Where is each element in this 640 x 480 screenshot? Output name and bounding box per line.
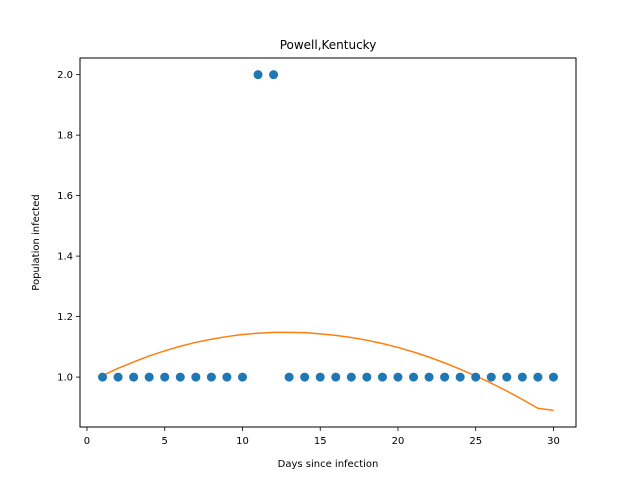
x-tick-label: 10 (236, 436, 249, 447)
data-point (471, 372, 481, 382)
data-point (284, 372, 294, 382)
data-point (548, 372, 558, 382)
data-point (144, 372, 154, 382)
data-point (517, 372, 527, 382)
x-tick-label: 30 (547, 436, 560, 447)
y-tick-label: 1.6 (57, 191, 73, 202)
data-point (393, 372, 403, 382)
y-tick-label: 1.2 (57, 312, 73, 323)
y-tick-label: 1.0 (57, 373, 73, 384)
data-point (409, 372, 419, 382)
plot-area (98, 70, 558, 412)
data-point (206, 372, 216, 382)
data-point (237, 372, 247, 382)
data-point (113, 372, 123, 382)
data-point (486, 372, 496, 382)
x-axis-label: Days since infection (278, 459, 379, 470)
data-point (455, 372, 465, 382)
data-point (377, 372, 387, 382)
data-point (253, 70, 263, 80)
data-point (300, 372, 310, 382)
data-point (315, 372, 325, 382)
data-point (129, 372, 139, 382)
data-point (502, 372, 512, 382)
data-point (331, 372, 341, 382)
data-point (98, 372, 108, 382)
x-tick-label: 20 (392, 436, 405, 447)
x-tick-label: 15 (314, 436, 327, 447)
x-tick-label: 25 (469, 436, 482, 447)
data-point (440, 372, 450, 382)
axes: 0 5 10 15 20 25 30 1.0 1.2 1.4 1.6 1.8 2.0 (57, 70, 560, 447)
data-point (160, 372, 170, 382)
data-point (191, 372, 201, 382)
data-point (222, 372, 232, 382)
x-tick-label: 5 (162, 436, 168, 447)
y-tick-label: 1.8 (57, 131, 73, 142)
y-tick-label: 2.0 (57, 70, 73, 81)
x-tick-label: 0 (84, 436, 90, 447)
data-point (175, 372, 185, 382)
chart-title: Powell,Kentucky (280, 38, 377, 52)
data-point (424, 372, 434, 382)
data-point (362, 372, 372, 382)
data-point (346, 372, 356, 382)
y-tick-label: 1.4 (57, 252, 73, 263)
y-axis-label: Population infected (31, 194, 42, 290)
data-point (533, 372, 543, 382)
data-point (269, 70, 279, 80)
axes-frame (79, 57, 577, 428)
